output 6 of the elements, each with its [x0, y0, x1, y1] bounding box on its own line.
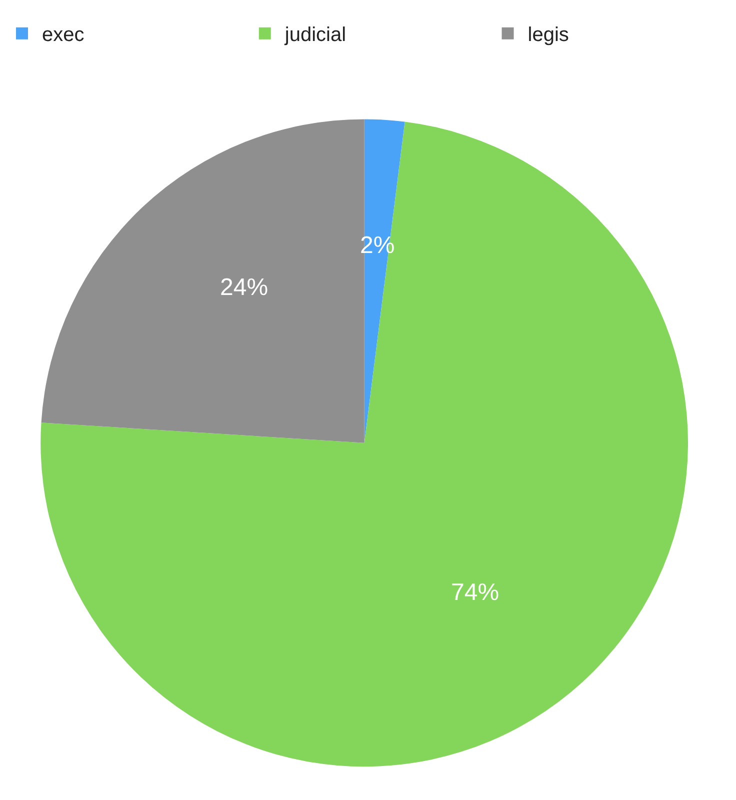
legend-label: legis [528, 24, 569, 46]
legend-label: judicial [284, 24, 346, 46]
pie-slice [41, 122, 688, 766]
data-label: 74% [451, 579, 500, 606]
data-label: 24% [220, 274, 268, 301]
legend-label: exec [42, 24, 84, 46]
